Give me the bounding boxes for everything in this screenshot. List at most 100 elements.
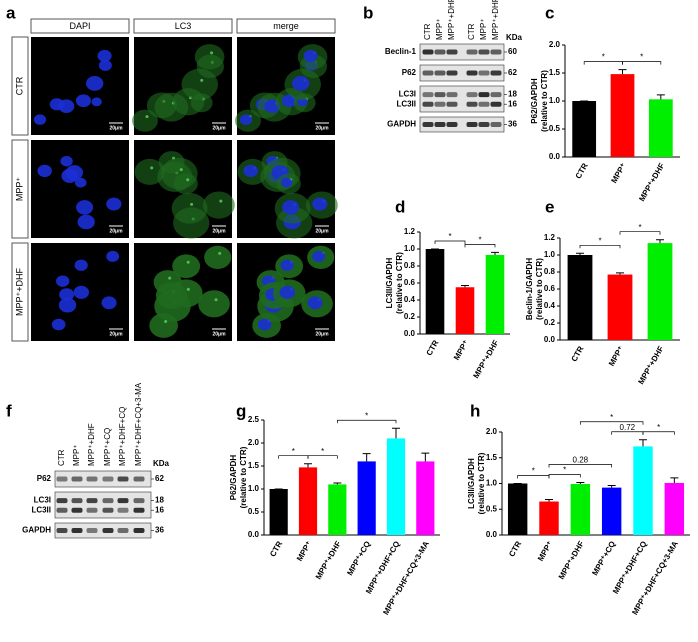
lc3-signal — [173, 173, 198, 195]
error-bar — [607, 485, 616, 488]
lane-label: MPP⁺ — [435, 18, 444, 40]
bar — [567, 255, 593, 340]
error-bar — [421, 452, 430, 462]
kda-header: KDa — [153, 459, 170, 468]
nucleus — [98, 59, 112, 71]
blot-band — [86, 498, 98, 504]
blot-band — [117, 498, 129, 504]
y-axis-label: P62/GAPDH — [229, 455, 238, 501]
lc3-puncta — [219, 199, 223, 203]
y-axis-label: (relative to CTR) — [239, 446, 248, 508]
kda-value: 60 — [508, 47, 517, 56]
row-header: CTR — [14, 76, 24, 95]
blot-band — [56, 507, 68, 513]
panel-label: d — [395, 197, 405, 216]
significance-label: * — [448, 232, 451, 241]
blot-band — [117, 528, 129, 533]
nucleus — [74, 177, 87, 188]
lane-label: CTR — [467, 23, 476, 40]
significance-bracket — [278, 455, 309, 459]
blot-band — [434, 49, 446, 55]
lc3-signal — [134, 158, 165, 185]
y-axis-label: (relative to CTR) — [535, 258, 544, 320]
y-tick-label: 2.0 — [486, 427, 498, 436]
micrograph — [31, 37, 129, 135]
nucleus — [279, 285, 296, 299]
band-name: Beclin-1 — [385, 47, 417, 56]
bar — [648, 99, 673, 157]
lane-label: MPP⁺+DHF — [447, 0, 456, 40]
band-name: LC3II — [31, 505, 51, 514]
significance-bracket — [548, 464, 613, 468]
blot-band — [490, 49, 502, 55]
nucleus — [65, 165, 84, 181]
significance-label: 0.72 — [620, 423, 636, 432]
nucleus — [77, 214, 95, 230]
blot-band — [422, 122, 434, 127]
kda-value: 62 — [508, 68, 517, 77]
x-tick-label: MPP⁺+CQ — [345, 540, 372, 578]
y-axis-label: LC3II/GAPDH — [385, 257, 394, 308]
y-axis-label: P62/GAPDH — [530, 78, 539, 124]
column-header-box — [30, 18, 130, 34]
error-bar — [576, 481, 585, 485]
y-tick-label: 0.6 — [404, 278, 416, 287]
nucleus — [307, 296, 323, 310]
nucleus — [60, 155, 73, 167]
blot-band — [86, 507, 98, 513]
bar — [328, 484, 347, 535]
panel-label: h — [470, 401, 480, 420]
y-tick-label: 0.0 — [248, 530, 260, 539]
bar — [601, 487, 622, 535]
x-tick-label: MPP⁺+DHF — [557, 539, 586, 581]
row-header: MPP⁺+DHF — [14, 267, 24, 316]
nucleus — [73, 285, 90, 299]
x-tick-label: CTR — [268, 539, 284, 558]
blot-band — [446, 92, 458, 98]
blot-band — [102, 498, 114, 504]
nucleus — [58, 297, 77, 313]
blot-band — [117, 476, 129, 482]
lane-label: CTR — [423, 23, 432, 40]
column-header-box — [133, 18, 233, 34]
y-tick-label: 0.8 — [544, 267, 556, 276]
blot-band — [466, 92, 478, 98]
nucleus — [312, 197, 328, 211]
panel-label: c — [545, 3, 554, 22]
significance-label: * — [602, 53, 605, 62]
scale-bar-label: 20μm — [109, 228, 123, 234]
blot-band — [117, 507, 129, 513]
bar — [298, 467, 318, 535]
nucleus — [303, 49, 318, 62]
bar — [607, 274, 633, 340]
band-name: P62 — [402, 68, 417, 77]
error-bar — [333, 482, 342, 485]
y-axis-label: LC3II/GAPDH — [467, 458, 476, 509]
blot-band — [86, 528, 98, 533]
blot-band — [56, 528, 68, 533]
significance-label: * — [598, 236, 601, 245]
column-header: DAPI — [69, 21, 90, 31]
lane-label: MPP⁺+DHF — [87, 423, 96, 466]
scale-bar-label: 20μm — [212, 331, 226, 337]
blot-band — [490, 92, 502, 98]
panel-label: g — [236, 401, 246, 420]
y-tick-label: 0.5 — [486, 504, 498, 513]
error-bar — [656, 239, 664, 244]
bar — [539, 501, 559, 535]
lc3-puncta — [186, 178, 190, 182]
scale-bar-label: 20μm — [109, 125, 123, 131]
y-tick-label: 1.2 — [544, 233, 556, 242]
x-tick-label: MPP⁺+DHF — [636, 344, 665, 386]
nucleus — [101, 296, 117, 310]
y-tick-label: 0.4 — [404, 295, 416, 304]
significance-bracket — [611, 431, 644, 435]
nucleus — [280, 177, 293, 188]
significance-label: * — [292, 447, 295, 456]
nucleus — [91, 97, 102, 107]
bar — [572, 101, 597, 157]
blot-band — [478, 92, 490, 98]
kda-value: 16 — [508, 99, 517, 108]
blot-band — [466, 49, 478, 55]
